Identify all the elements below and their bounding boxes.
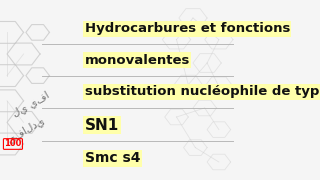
Text: Smc s4: Smc s4 [85, 151, 140, 165]
Text: Hydrocarbures et fonctions: Hydrocarbures et fonctions [85, 22, 290, 35]
Text: لي يفا: لي يفا [10, 89, 51, 119]
Text: يفالدي: يفالدي [5, 114, 47, 145]
Text: substitution nucléophile de type: substitution nucléophile de type [85, 85, 320, 98]
Text: SN1: SN1 [85, 118, 119, 133]
Text: monovalentes: monovalentes [85, 54, 190, 67]
Text: 100: 100 [4, 140, 22, 148]
